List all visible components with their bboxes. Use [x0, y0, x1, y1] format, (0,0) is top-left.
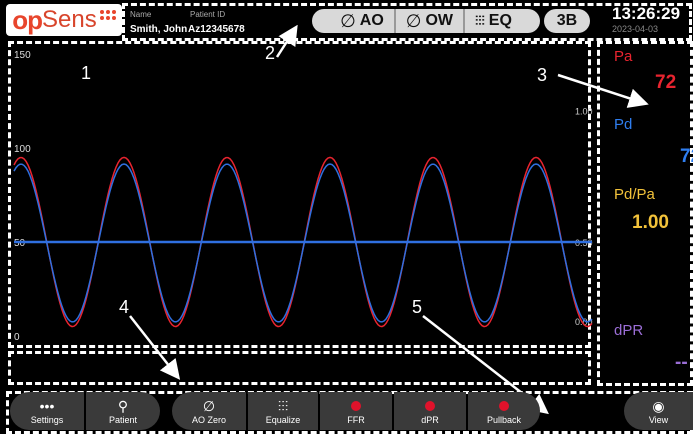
arrow-4	[129, 315, 181, 380]
equalize-sliders-icon: ⫶⫶⫶	[277, 398, 289, 414]
equalize-button-label: Equalize	[265, 415, 301, 425]
record-dot-icon	[351, 401, 361, 411]
pill-divider	[393, 9, 396, 33]
annotation-1: 1	[81, 63, 92, 83]
arrow-3	[557, 73, 649, 108]
opsens-logo: op Sens	[6, 4, 122, 36]
clock-date: 2023-04-03	[612, 24, 659, 34]
pdpa-label: Pd/Pa	[614, 186, 655, 203]
logo-text-op: op	[12, 4, 43, 35]
right-tick-label: 0.00	[575, 317, 593, 327]
pd-value: 72	[680, 146, 693, 167]
values-panel-region	[597, 41, 693, 386]
mode-3b-pill[interactable]: 3B	[544, 9, 590, 33]
patient-header-region	[122, 3, 692, 41]
record-dot-icon	[499, 401, 509, 411]
patient-button-label: Patient	[108, 415, 138, 425]
clock-time: 13:26:29	[612, 4, 681, 23]
annotation-3: 3	[537, 65, 548, 85]
pdpa-value: 1.00	[632, 212, 669, 233]
dpr-button[interactable]: dPR	[394, 392, 466, 430]
y-tick-label: 0	[14, 332, 20, 343]
pullback-button-label: Pullback	[486, 415, 522, 425]
person-icon: ⚲	[117, 398, 129, 414]
ao-zero-status[interactable]: ∅ AO	[340, 10, 384, 31]
view-button-label: View	[648, 415, 669, 425]
annotation-4: 4	[119, 297, 130, 317]
record-dot-icon	[425, 401, 435, 411]
annotation-2: 2	[265, 43, 276, 63]
ao-zero-button[interactable]: ∅ AO Zero	[172, 392, 246, 430]
logo-dots-icon	[99, 10, 116, 20]
pill-divider	[463, 9, 466, 33]
patient-name-label: Name	[130, 10, 152, 19]
patient-name[interactable]: Smith, John	[130, 24, 188, 35]
ao-zero-button-label: AO Zero	[191, 415, 226, 425]
settings-button[interactable]: ••• Settings	[10, 392, 84, 430]
y-tick-label: 100	[14, 144, 31, 155]
y-tick-label: 50	[14, 238, 26, 249]
more-dots-icon: •••	[39, 398, 55, 414]
pd-label: Pd	[614, 116, 633, 133]
arrow-2	[275, 24, 298, 58]
status-pill-group[interactable]: ∅ AO ∅ OW ⫶⫶⫶ EQ	[312, 9, 540, 33]
status-message-region	[8, 351, 591, 385]
equalize-sliders-icon: ⫶⫶⫶	[475, 13, 485, 28]
null-symbol-icon: ∅	[340, 10, 356, 31]
y-tick-label: 150	[14, 50, 31, 61]
settings-button-label: Settings	[30, 415, 64, 425]
patient-button[interactable]: ⚲ Patient	[86, 392, 160, 430]
eye-icon: ◉	[652, 398, 665, 414]
dpr-button-label: dPR	[421, 415, 439, 425]
dpr-value: --	[675, 352, 688, 373]
dpr-label: dPR	[614, 322, 644, 339]
pd-waveform	[13, 163, 593, 323]
view-button[interactable]: ◉ View	[624, 392, 693, 430]
ffr-button[interactable]: FFR	[320, 392, 392, 430]
pullback-button[interactable]: Pullback	[468, 392, 540, 430]
pa-value: 72	[655, 72, 677, 93]
logo-text-sens: Sens	[42, 6, 97, 33]
eq-status[interactable]: ⫶⫶⫶ EQ	[475, 12, 512, 29]
ow-status[interactable]: ∅ OW	[405, 10, 454, 31]
patient-id[interactable]: Az12345678	[188, 24, 245, 35]
null-symbol-icon: ∅	[405, 10, 422, 31]
patient-id-label: Patient ID	[190, 10, 226, 19]
ffr-button-label: FFR	[347, 415, 365, 425]
right-tick-label: 1.00	[575, 106, 593, 116]
equalize-button[interactable]: ⫶⫶⫶ Equalize	[248, 392, 318, 430]
status-pills: ∅ AO ∅ OW ⫶⫶⫶ EQ 3B	[312, 9, 590, 33]
pa-label: Pa	[614, 48, 633, 65]
waveform-region	[8, 41, 591, 348]
null-symbol-icon: ∅	[202, 398, 216, 414]
annotation-5: 5	[412, 297, 423, 317]
bottom-toolbar: ••• Settings ⚲ Patient ∅ AO Zero ⫶⫶⫶ Equ…	[6, 392, 693, 434]
